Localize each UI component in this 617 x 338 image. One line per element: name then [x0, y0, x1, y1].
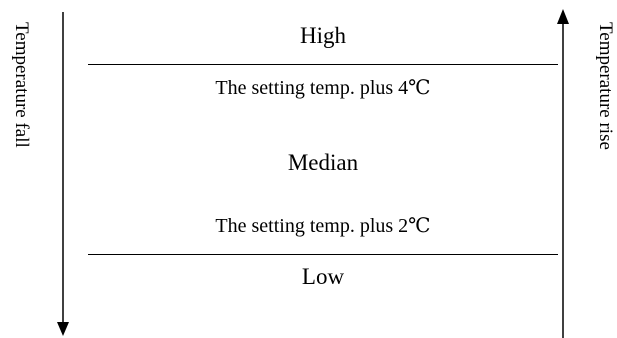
- temperature-fall-label: Temperature fall: [11, 22, 32, 148]
- lower-threshold-label: The setting temp. plus 2℃: [215, 215, 431, 237]
- zone-median-label: Median: [287, 150, 359, 175]
- temperature-rise-label: Temperature rise: [595, 22, 616, 150]
- temperature-rise-arrow: [557, 9, 569, 338]
- zone-high-label: High: [300, 23, 346, 48]
- lower-boundary-line: [88, 254, 558, 255]
- upper-threshold-label: The setting temp. plus 4℃: [215, 77, 431, 99]
- temperature-fall-arrow: [57, 12, 69, 336]
- zone-low-label: Low: [301, 264, 345, 289]
- upper-boundary-line: [88, 64, 558, 65]
